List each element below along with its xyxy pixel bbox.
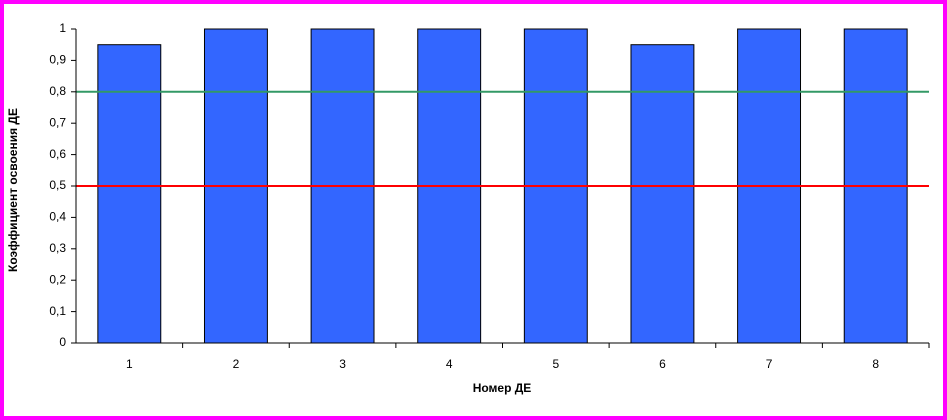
y-tick-label: 0,3 <box>49 241 66 255</box>
x-tick-label: 2 <box>233 357 240 371</box>
y-tick-label: 0,4 <box>49 210 66 224</box>
x-tick-label: 7 <box>766 357 773 371</box>
x-tick-label: 6 <box>659 357 666 371</box>
bar <box>630 44 695 344</box>
y-tick-label: 0,6 <box>49 147 66 161</box>
y-tick-label: 0,7 <box>49 115 66 129</box>
x-tick-label: 4 <box>446 357 453 371</box>
x-axis-title: Номер ДЕ <box>473 381 532 395</box>
y-tick-label: 0,2 <box>49 272 66 286</box>
x-tick-label: 5 <box>552 357 559 371</box>
y-axis-title: Коэффициент освоения ДЕ <box>6 108 20 272</box>
x-tick-label: 1 <box>126 357 133 371</box>
y-tick-label: 0,5 <box>49 178 66 192</box>
y-tick-label: 1 <box>59 21 66 35</box>
y-tick-label: 0,9 <box>49 53 66 67</box>
x-tick-label: 8 <box>872 357 879 371</box>
y-tick-label: 0,1 <box>49 304 66 318</box>
y-tick-label: 0 <box>59 335 66 349</box>
x-tick-label: 3 <box>339 357 346 371</box>
bar <box>97 44 162 344</box>
y-tick-label: 0,8 <box>49 84 66 98</box>
